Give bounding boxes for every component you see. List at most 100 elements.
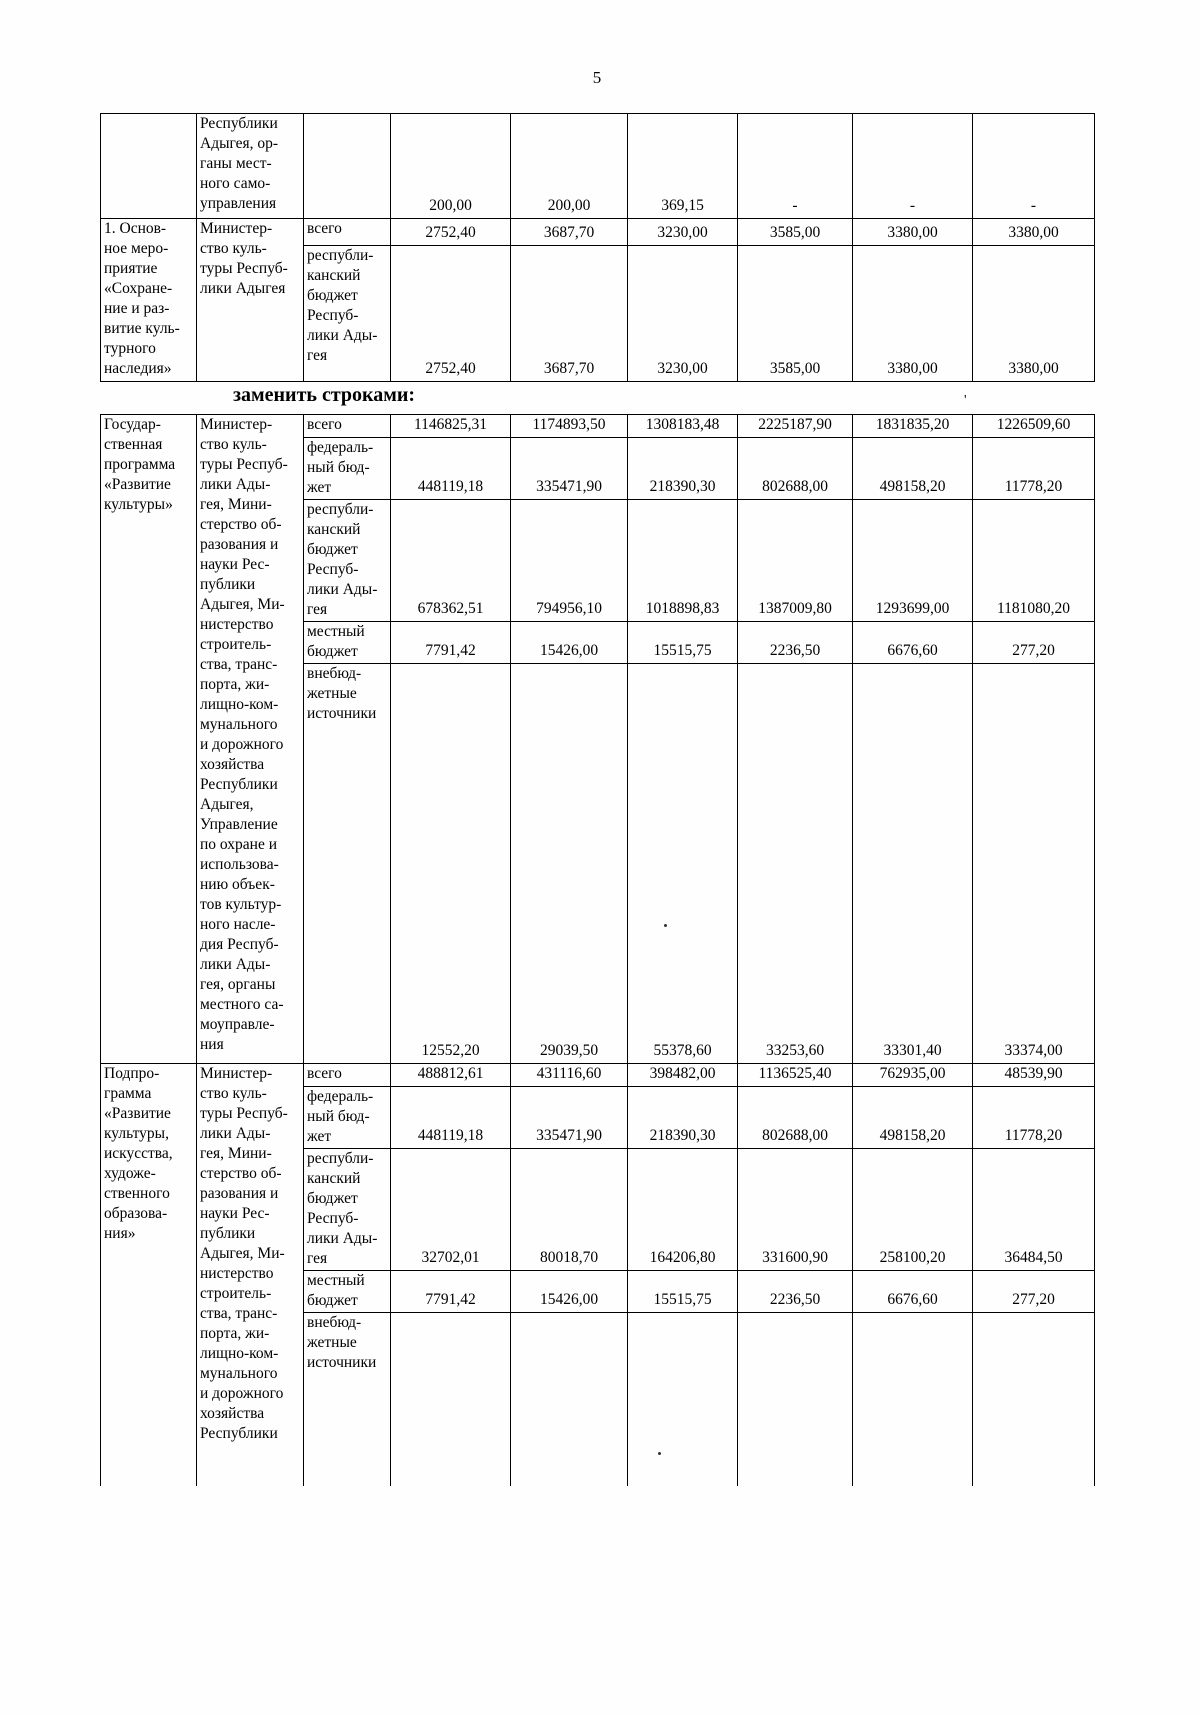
- amount-cell: 12552,20: [390, 663, 511, 1064]
- table-row: Подпро- грамма «Развитие культуры, искус…: [100, 1063, 1095, 1486]
- table-row: федераль- ный бюд- жет 448119,18 335471,90…: [101, 1086, 1095, 1149]
- amount-cell: 6676,60: [852, 1270, 973, 1313]
- funding-source-cell: всего: [303, 1063, 391, 1087]
- amount-cell: [737, 1312, 853, 1486]
- funding-source-cell: внебюд- жетные источники: [303, 1312, 391, 1486]
- budget-table-replacement-rows: Государ- ственная программа «Развитие ку…: [100, 414, 1095, 1486]
- amount-cell: 218390,30: [627, 437, 738, 500]
- executor-cell: Министер- ство куль- туры Респуб- лики А…: [196, 414, 304, 1064]
- amount-cell: 1181080,20: [972, 499, 1095, 622]
- funding-source-cell: республи- канский бюджет Респуб- лики Ад…: [303, 1148, 391, 1271]
- page-number: 5: [592, 68, 602, 87]
- amount-cell: 200,00: [510, 113, 628, 219]
- amount-cell: 1387009,80: [737, 499, 853, 622]
- amount-cell: 33374,00: [972, 663, 1095, 1064]
- table-body: Республики Адыгея, ор- ганы мест- ного с…: [100, 113, 1095, 382]
- executor-cell: Министер- ство куль- туры Респуб- лики А…: [196, 218, 304, 382]
- amount-cell: 1146825,31: [390, 414, 511, 438]
- amount-cell: 33301,40: [852, 663, 973, 1064]
- funding-source-cell: республи- канский бюджет Респуб- лики Ад…: [303, 245, 391, 382]
- amount-cell: -: [852, 113, 973, 219]
- amount-cell: 488812,61: [390, 1063, 511, 1087]
- amount-cell: 3585,00: [737, 245, 853, 382]
- amount-cell: 1293699,00: [852, 499, 973, 622]
- amount-cell: 200,00: [390, 113, 511, 219]
- amount-cell: 431116,60: [510, 1063, 628, 1087]
- program-name-cell: 1. Основ- ное меро- приятие «Сохране- ни…: [100, 218, 197, 382]
- amount-cell: 335471,90: [510, 1086, 628, 1149]
- scan-artifact-dot: [658, 1452, 661, 1455]
- amount-cell: 15515,75: [627, 1270, 738, 1313]
- table-row: Государ- ственная программа «Развитие ку…: [100, 414, 1095, 1064]
- funding-source-cell: местный бюджет: [303, 621, 391, 664]
- amount-cell: 29039,50: [510, 663, 628, 1064]
- amount-cell: 3380,00: [852, 245, 973, 382]
- executor-cell: Министер- ство куль- туры Респуб- лики А…: [196, 1063, 304, 1486]
- amount-cell: 7791,42: [390, 1270, 511, 1313]
- amount-cell: [510, 1312, 628, 1486]
- amount-cell: 15426,00: [510, 1270, 628, 1313]
- table-row: 1. Основ- ное меро- приятие «Сохране- ни…: [100, 218, 1095, 382]
- table-row: республи- канский бюджет Респуб- лики Ад…: [101, 499, 1095, 622]
- amount-cell: 802688,00: [737, 437, 853, 500]
- table-row: Республики Адыгея, ор- ганы мест- ного с…: [100, 113, 1095, 219]
- amount-cell: 1136525,40: [737, 1063, 853, 1087]
- amount-cell: 794956,10: [510, 499, 628, 622]
- amount-cell: 36484,50: [972, 1148, 1095, 1271]
- amount-cell: 277,20: [972, 1270, 1095, 1313]
- amount-cell: 3230,00: [627, 245, 738, 382]
- amount-cell: 498158,20: [852, 437, 973, 500]
- amount-cell: 1174893,50: [510, 414, 628, 438]
- funding-source-cell: федераль- ный бюд- жет: [303, 1086, 391, 1149]
- amount-cell: 33253,60: [737, 663, 853, 1064]
- funding-source-cell: [303, 113, 391, 219]
- amount-cell: 1226509,60: [972, 414, 1095, 438]
- amount-cell: 277,20: [972, 621, 1095, 664]
- amount-cell: 6676,60: [852, 621, 973, 664]
- amount-cell: 1018898,83: [627, 499, 738, 622]
- amount-cell: 2225187,90: [737, 414, 853, 438]
- amount-cell: 3380,00: [852, 218, 973, 246]
- amount-cell: 80018,70: [510, 1148, 628, 1271]
- amount-cell: 3687,70: [510, 245, 628, 382]
- program-name-cell: Государ- ственная программа «Развитие ку…: [100, 414, 197, 1064]
- amount-cell: [972, 1312, 1095, 1486]
- amount-cell: 448119,18: [390, 437, 511, 500]
- program-name-cell: [100, 113, 197, 219]
- budget-table-original-rows: Республики Адыгея, ор- ганы мест- ного с…: [100, 113, 1095, 382]
- replacement-table-region: Государ- ственная программа «Развитие ку…: [100, 414, 1096, 1486]
- replace-rows-heading: заменить строками:: [233, 384, 416, 406]
- amount-cell: 678362,51: [390, 499, 511, 622]
- table-row: внебюд- жетные источники 12552,20 29039,50…: [101, 663, 1095, 1064]
- funding-source-cell: всего: [303, 414, 391, 438]
- amount-cell: 2752,40: [390, 218, 511, 246]
- amount-cell: 55378,60: [627, 663, 738, 1064]
- amount-cell: 258100,20: [852, 1148, 973, 1271]
- amount-cell: 398482,00: [627, 1063, 738, 1087]
- amount-cell: [390, 1312, 511, 1486]
- funding-source-cell: внебюд- жетные источники: [303, 663, 391, 1064]
- table-row: республи- канский бюджет Респуб- лики Ад…: [101, 1148, 1095, 1271]
- amount-cell: 2236,50: [737, 621, 853, 664]
- funding-source-cell: местный бюджет: [303, 1270, 391, 1313]
- amount-cell: 3380,00: [972, 245, 1095, 382]
- amount-cell: 11778,20: [972, 1086, 1095, 1149]
- amount-cell: 2236,50: [737, 1270, 853, 1313]
- amount-cell: 3687,70: [510, 218, 628, 246]
- funding-source-cell: республи- канский бюджет Респуб- лики Ад…: [303, 499, 391, 622]
- amount-cell: 164206,80: [627, 1148, 738, 1271]
- scan-artifact-dot: [664, 924, 667, 927]
- amount-cell: 15515,75: [627, 621, 738, 664]
- amount-cell: 448119,18: [390, 1086, 511, 1149]
- amount-cell: 1831835,20: [852, 414, 973, 438]
- amount-cell: 32702,01: [390, 1148, 511, 1271]
- table-row: республи- канский бюджет Респуб- лики Ад…: [101, 245, 1095, 382]
- amount-cell: [852, 1312, 973, 1486]
- amount-cell: 15426,00: [510, 621, 628, 664]
- amount-cell: 48539,90: [972, 1063, 1095, 1087]
- amount-cell: -: [972, 113, 1095, 219]
- table-row: внебюд- жетные источники: [101, 1312, 1095, 1486]
- amount-cell: [627, 1312, 738, 1486]
- executor-cell: Республики Адыгея, ор- ганы мест- ного с…: [196, 113, 304, 219]
